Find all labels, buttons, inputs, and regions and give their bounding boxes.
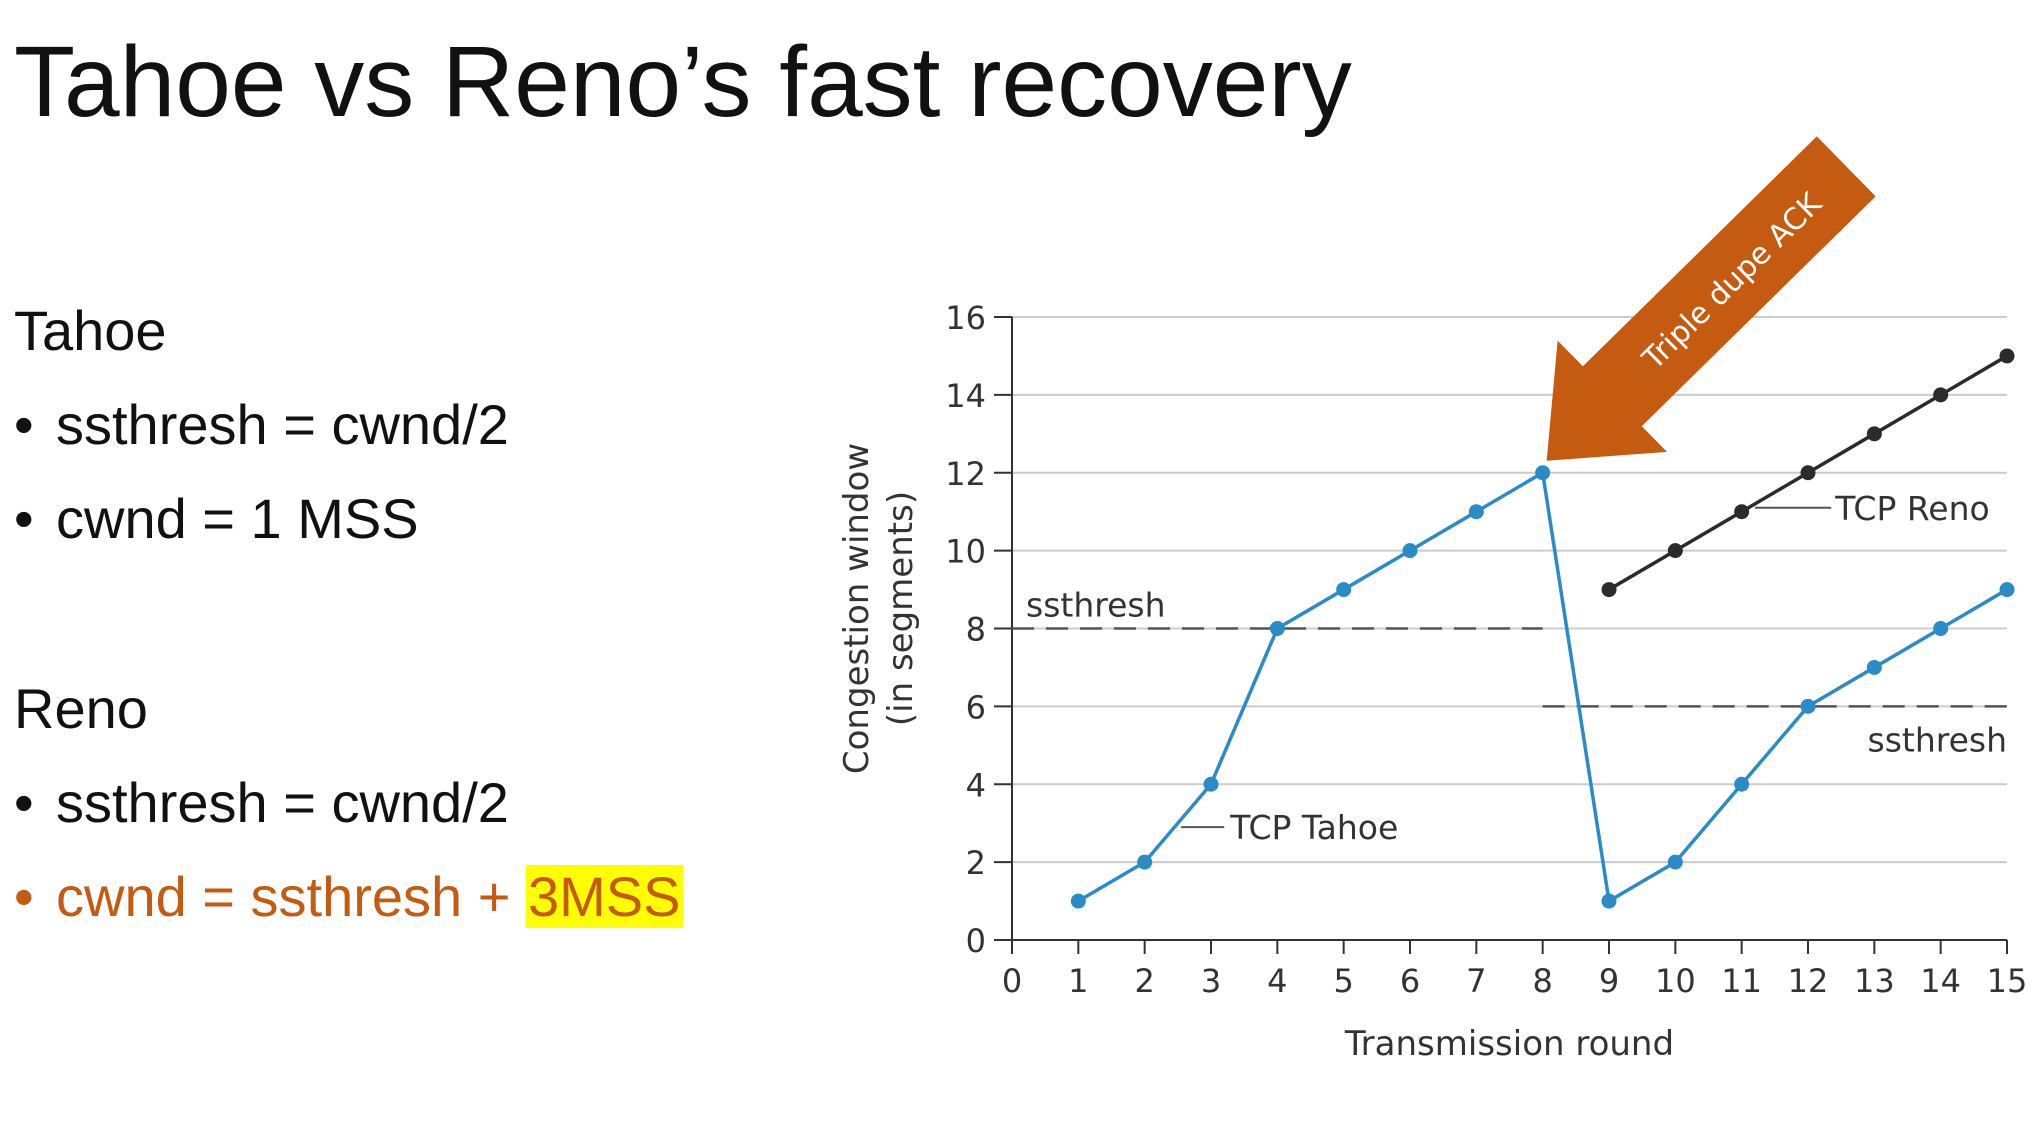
- y-tick-label: 4: [966, 766, 986, 804]
- tahoe-data-point: [1468, 504, 1484, 520]
- tahoe-series-label: TCP Tahoe: [1229, 808, 1398, 847]
- reno-heading: Reno: [14, 677, 148, 740]
- x-tick-label: 11: [1721, 962, 1762, 1000]
- x-tick-label: 10: [1655, 962, 1696, 1000]
- y-axis-subtitle: (in segments): [881, 491, 921, 726]
- reno-bullet-ssthresh: • ssthresh = cwnd/2: [14, 768, 509, 838]
- reno-bullet-ssthresh-text: ssthresh = cwnd/2: [56, 771, 509, 834]
- x-tick-label: 14: [1920, 962, 1961, 1000]
- y-tick-label: 2: [966, 844, 986, 882]
- reno-bullet-cwnd-text: cwnd = ssthresh +: [56, 865, 527, 928]
- x-tick-label: 15: [1987, 962, 2028, 1000]
- y-tick-label: 6: [966, 688, 986, 726]
- tahoe-bullet-cwnd-text: cwnd = 1 MSS: [56, 487, 419, 550]
- arrow-shape: [1546, 136, 1876, 461]
- tahoe-data-point: [1999, 582, 2015, 598]
- x-tick-label: 9: [1599, 962, 1619, 1000]
- x-tick-label: 3: [1201, 962, 1221, 1000]
- y-tick-label: 0: [966, 922, 986, 960]
- x-tick-label: 1: [1068, 962, 1088, 1000]
- y-tick-label: 8: [966, 611, 986, 649]
- tahoe-data-point: [1667, 854, 1683, 870]
- bullet-dot: •: [14, 771, 34, 834]
- tahoe-series-line: [1077, 469, 2008, 904]
- tahoe-data-point: [1800, 698, 1816, 714]
- tahoe-data-point: [1402, 543, 1418, 559]
- x-tick-label: 2: [1134, 962, 1154, 1000]
- ssthresh-label: ssthresh: [1868, 720, 2008, 759]
- x-tick-label: 0: [1002, 962, 1022, 1000]
- reno-data-point: [1933, 387, 1949, 403]
- x-tick-label: 7: [1466, 962, 1486, 1000]
- tahoe-data-point: [1601, 893, 1617, 909]
- tahoe-data-point: [1070, 893, 1086, 909]
- bullet-dot: •: [14, 487, 34, 550]
- x-tick-label: 8: [1532, 962, 1552, 1000]
- ssthresh-label: ssthresh: [1026, 586, 1166, 625]
- reno-bullet-cwnd: • cwnd = ssthresh + 3MSS: [14, 862, 683, 932]
- y-tick-label: 16: [945, 299, 986, 337]
- tahoe-data-point: [1203, 776, 1219, 792]
- y-tick-label: 10: [945, 533, 986, 571]
- bullet-dot: •: [14, 865, 34, 928]
- tahoe-data-point: [1269, 621, 1285, 636]
- tahoe-heading: Tahoe: [14, 299, 167, 362]
- bullet-dot: •: [14, 393, 34, 456]
- tahoe-bullet-cwnd: • cwnd = 1 MSS: [14, 484, 419, 554]
- reno-data-point: [1800, 465, 1816, 481]
- tahoe-data-point: [1336, 582, 1352, 598]
- x-tick-label: 4: [1267, 962, 1287, 1000]
- reno-data-point: [1999, 348, 2015, 364]
- x-axis-title: Transmission round: [1344, 1024, 1674, 1064]
- reno-data-point: [1601, 582, 1617, 598]
- reno-data-point: [1667, 543, 1683, 559]
- highlighted-3mss: 3MSS: [526, 865, 683, 928]
- tahoe-data-point: [1734, 776, 1750, 792]
- y-axis-title: Congestion window: [837, 443, 877, 774]
- x-tick-label: 5: [1333, 962, 1353, 1000]
- y-tick-label: 14: [945, 377, 986, 415]
- text-column: Tahoe • ssthresh = cwnd/2 • cwnd = 1 MSS R…: [14, 0, 794, 1135]
- tahoe-bullet-ssthresh: • ssthresh = cwnd/2: [14, 390, 509, 460]
- reno-data-point: [1734, 504, 1750, 520]
- tahoe-bullet-ssthresh-text: ssthresh = cwnd/2: [56, 393, 509, 456]
- reno-data-point: [1866, 426, 1882, 442]
- tahoe-data-point: [1535, 465, 1551, 481]
- reno-series-label: TCP Reno: [1834, 489, 1990, 528]
- triple-dupe-ack-label: Triple dupe ACK: [1635, 186, 1829, 378]
- tahoe-data-point: [1137, 854, 1153, 870]
- tahoe-data-point: [1866, 659, 1882, 675]
- y-tick-label: 12: [945, 455, 986, 493]
- tahoe-data-point: [1933, 621, 1949, 636]
- x-tick-label: 13: [1854, 962, 1895, 1000]
- x-tick-label: 6: [1400, 962, 1420, 1000]
- x-tick-label: 12: [1788, 962, 1829, 1000]
- slide-title: Tahoe vs Reno’s fast recovery: [14, 26, 1352, 138]
